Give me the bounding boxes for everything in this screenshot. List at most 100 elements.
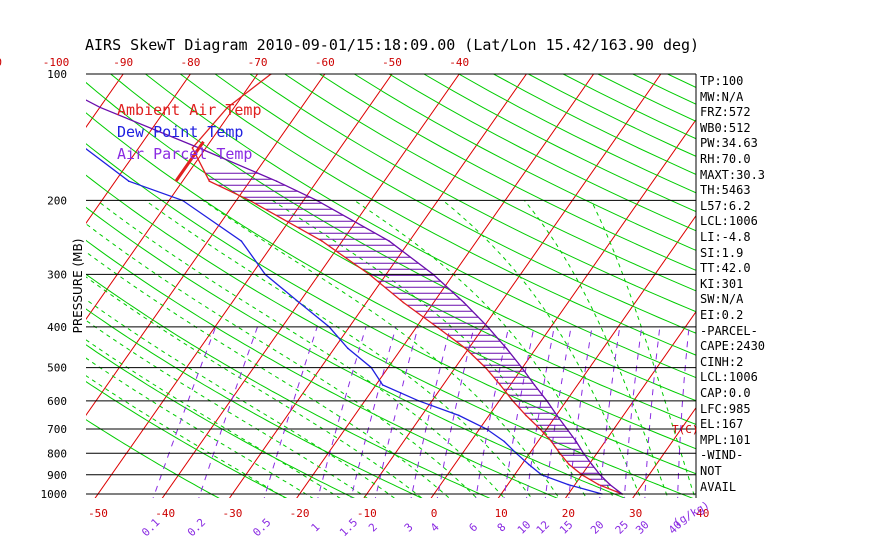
- ambient-air-temp-point: [191, 147, 194, 149]
- ambient-air-temp-point: [226, 106, 229, 109]
- pressure-tick-label: 300: [47, 268, 67, 281]
- stat-item: AVAIL: [700, 479, 737, 494]
- mixing-ratio-label: 6: [466, 521, 480, 535]
- stat-item: RH:70.0: [700, 152, 751, 166]
- stat-item: PW:34.63: [700, 136, 758, 151]
- chart-grid: [0, 65, 696, 503]
- isotherm-line: [86, 74, 192, 225]
- dry-adiabat-line: [214, 74, 696, 334]
- stat-item: L57:6.2: [700, 198, 751, 213]
- dry-adiabat-line: [144, 74, 696, 379]
- top-temp-tick-label: -100: [43, 56, 70, 69]
- mixing-ratio-label: 0.5: [250, 516, 273, 539]
- top-temp-tick-label: -40: [449, 56, 469, 69]
- dew-point-temp-point: [527, 463, 530, 466]
- mixing-ratio-line: [544, 326, 572, 498]
- stat-item: -PARCEL-: [700, 323, 758, 338]
- isotherm-line: [86, 74, 326, 417]
- ambient-air-temp-point: [550, 440, 553, 443]
- mixing-ratio-label: 20: [588, 518, 607, 537]
- stat-item: SI:1.9: [700, 245, 744, 260]
- isotherm-line: [430, 118, 696, 498]
- mixing-ratio-line: [677, 326, 690, 498]
- mixing-ratio-line: [317, 326, 367, 498]
- mixing-ratio-line: [263, 326, 318, 498]
- dew-point-temp-point: [567, 483, 569, 486]
- air-parcel-temp-point: [388, 240, 391, 242]
- dew-point-temp-point: [458, 414, 460, 417]
- moist-adiabat-line: [86, 339, 341, 498]
- stat-item: KI:301: [700, 276, 744, 291]
- isobars: [86, 73, 697, 498]
- dew-point-temp-point: [503, 440, 506, 443]
- mixing-ratio-label: 30: [633, 518, 652, 537]
- ambient-air-temp-point: [402, 301, 405, 304]
- dry-adiabat-line: [86, 419, 220, 498]
- stat-item: TH:5463: [700, 183, 751, 198]
- stat-item: -WIND-: [700, 448, 744, 463]
- air-parcel-temp-point: [99, 106, 101, 109]
- chart-title: AIRS SkewT Diagram 2010-09-01/15:18:09.0…: [85, 36, 700, 54]
- mixing-ratio-label: 2: [366, 521, 380, 535]
- moist-adiabat-line: [86, 223, 478, 498]
- bottom-temp-tick-label: -30: [222, 507, 242, 520]
- air-parcel-temp-point: [556, 414, 558, 417]
- mixing-ratio-line: [623, 326, 643, 498]
- stat-item: EL:167: [700, 417, 744, 432]
- dry-adiabat-line: [86, 239, 559, 498]
- dry-adiabat-line: [109, 74, 696, 402]
- isotherm-line: [564, 310, 696, 498]
- pressure-tick-label: 400: [47, 321, 67, 334]
- top-temp-tick-label: -50: [382, 56, 402, 69]
- ambient-air-temp-point: [568, 463, 570, 466]
- air-parcel-temp-point: [463, 301, 465, 304]
- dry-adiabat-line: [318, 74, 696, 271]
- moist-adiabat-line: [86, 319, 368, 498]
- stat-item: SW:N/A: [700, 292, 744, 307]
- stat-item: CINH:2: [700, 354, 744, 369]
- moist-adiabat-line: [96, 200, 505, 498]
- stat-item: MAXT:30.3: [700, 167, 766, 182]
- mixing-ratio-label: 0.2: [185, 516, 208, 539]
- air-parcel-temp-point: [533, 384, 536, 386]
- bottom-temp-tick-label: -10: [357, 507, 377, 520]
- moist-adiabat-line: [86, 276, 423, 498]
- moist-adiabat-line: [86, 357, 314, 498]
- top-temp-tick-label: -80: [180, 56, 200, 69]
- stat-item: CAPE:2430: [700, 339, 766, 354]
- mixing-ratio-line: [374, 326, 419, 498]
- mixing-ratio-label: 3: [402, 521, 416, 535]
- stat-item: LCL:1006: [700, 370, 758, 385]
- pressure-tick-label: 800: [47, 447, 67, 460]
- air-parcel-temp-point: [591, 463, 593, 466]
- mixing-ratio-label: 15: [557, 518, 576, 537]
- air-parcel-temp-point: [505, 347, 508, 350]
- stat-item: CAP:0.0: [700, 386, 751, 400]
- top-temp-tick-label: -110: [0, 56, 2, 69]
- bottom-temp-tick-label: 20: [562, 507, 575, 520]
- isotherm-line: [0, 65, 63, 503]
- moist-adiabat-line: [86, 251, 450, 498]
- pressure-tick-label: 700: [47, 423, 67, 436]
- air-parcel-temp-point: [275, 180, 278, 182]
- top-temp-tick-label: -60: [315, 56, 335, 69]
- moist-adiabat-line: [145, 199, 533, 498]
- mixing-ratio-label: 8: [495, 521, 509, 535]
- dry-adiabat-line: [86, 81, 696, 425]
- pressure-tick-label: 200: [47, 194, 67, 207]
- moist-adiabat-line: [354, 199, 615, 498]
- mixing-ratio-line: [350, 326, 397, 498]
- dry-adiabat-line: [86, 206, 626, 498]
- dry-adiabat-line: [283, 74, 696, 292]
- stat-item: NOT: [700, 464, 722, 478]
- mixing-ratio-line: [475, 326, 510, 498]
- mixing-ratio-line: [410, 326, 451, 498]
- tropopause-marker: [174, 140, 205, 183]
- top-temp-tick-label: -90: [113, 56, 133, 69]
- dry-adiabat-line: [86, 273, 491, 498]
- mixing-ratio-line: [503, 326, 535, 498]
- mixing-ratio-line: [526, 326, 555, 498]
- stat-item: FRZ:572: [700, 105, 751, 120]
- dry-adiabat-line: [422, 74, 696, 213]
